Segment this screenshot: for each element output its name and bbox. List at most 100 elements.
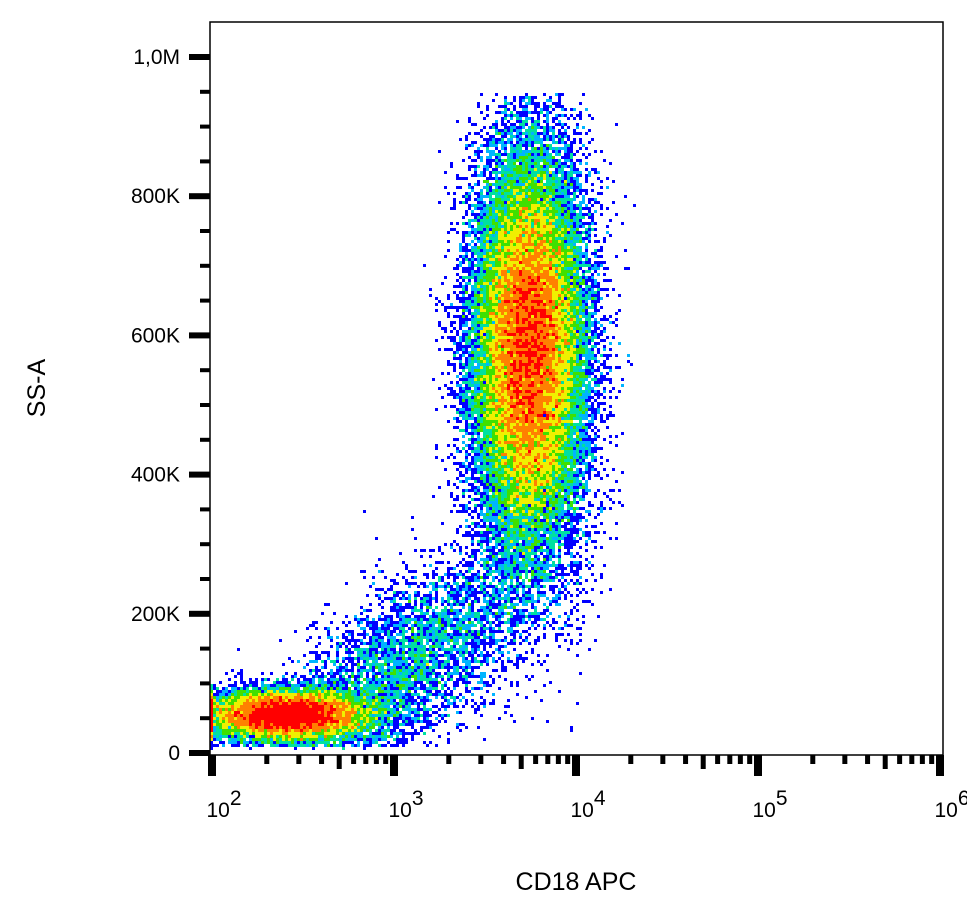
density-cell (507, 699, 510, 702)
density-cell (342, 696, 345, 699)
density-cell (558, 522, 561, 525)
density-cell (522, 450, 525, 453)
density-cell (369, 708, 372, 711)
density-cell (435, 606, 438, 609)
density-cell (495, 525, 498, 528)
density-cell (237, 648, 240, 651)
density-cell (387, 696, 390, 699)
density-cell (360, 729, 363, 732)
density-cell (561, 321, 564, 324)
density-cell (360, 711, 363, 714)
density-cell (372, 660, 375, 663)
density-cell (255, 744, 258, 747)
density-cell (486, 549, 489, 552)
density-cell (312, 711, 315, 714)
density-cell (570, 387, 573, 390)
density-cell (381, 732, 384, 735)
density-cell (591, 390, 594, 393)
density-cell (384, 669, 387, 672)
density-cell (399, 687, 402, 690)
density-cell (507, 372, 510, 375)
density-cell (219, 741, 222, 744)
density-cell (525, 294, 528, 297)
density-cell (459, 648, 462, 651)
density-cell (363, 693, 366, 696)
density-cell (504, 318, 507, 321)
density-cell (585, 456, 588, 459)
density-cell (294, 690, 297, 693)
density-cell (462, 678, 465, 681)
density-cell (420, 606, 423, 609)
density-cell (561, 354, 564, 357)
density-cell (477, 573, 480, 576)
density-cell (531, 228, 534, 231)
density-cell (483, 540, 486, 543)
density-cell (474, 642, 477, 645)
density-cell (225, 723, 228, 726)
density-cell (408, 642, 411, 645)
density-cell (339, 708, 342, 711)
density-cell (492, 246, 495, 249)
density-cell (330, 645, 333, 648)
density-cell (477, 666, 480, 669)
density-cell (531, 570, 534, 573)
density-cell (537, 615, 540, 618)
density-cell (279, 729, 282, 732)
density-cell (471, 648, 474, 651)
density-cell (495, 480, 498, 483)
density-cell (522, 306, 525, 309)
density-cell (510, 471, 513, 474)
density-cell (465, 582, 468, 585)
density-cell (450, 612, 453, 615)
density-cell (444, 660, 447, 663)
density-cell (531, 312, 534, 315)
density-cell (504, 579, 507, 582)
density-cell (375, 564, 378, 567)
density-cell (321, 726, 324, 729)
density-cell (504, 669, 507, 672)
density-cell (375, 684, 378, 687)
density-cell (552, 546, 555, 549)
density-cell (483, 201, 486, 204)
density-cell (276, 717, 279, 720)
density-cell (549, 474, 552, 477)
density-cell (495, 618, 498, 621)
density-cell (480, 675, 483, 678)
density-cell (585, 255, 588, 258)
density-cell (324, 723, 327, 726)
density-cell (555, 249, 558, 252)
density-cell (375, 645, 378, 648)
density-cell (384, 615, 387, 618)
density-cell (261, 696, 264, 699)
density-cell (555, 276, 558, 279)
density-cell (543, 327, 546, 330)
density-cell (567, 468, 570, 471)
density-cell (318, 675, 321, 678)
density-cell (351, 702, 354, 705)
density-cell (231, 726, 234, 729)
density-cell (420, 642, 423, 645)
density-cell (468, 564, 471, 567)
density-cell (534, 600, 537, 603)
density-cell (537, 435, 540, 438)
density-cell (252, 711, 255, 714)
density-cell (519, 327, 522, 330)
density-cell (456, 594, 459, 597)
density-cell (270, 684, 273, 687)
density-cell (447, 657, 450, 660)
density-cell (501, 639, 504, 642)
density-cell (501, 417, 504, 420)
density-cell (444, 705, 447, 708)
density-cell (576, 411, 579, 414)
density-cell (453, 702, 456, 705)
density-cell (450, 675, 453, 678)
density-cell (501, 552, 504, 555)
density-cell (480, 393, 483, 396)
density-cell (540, 357, 543, 360)
density-cell (300, 732, 303, 735)
density-cell (366, 735, 369, 738)
density-cell (432, 588, 435, 591)
density-cell (402, 693, 405, 696)
density-cell (237, 741, 240, 744)
density-cell (474, 399, 477, 402)
